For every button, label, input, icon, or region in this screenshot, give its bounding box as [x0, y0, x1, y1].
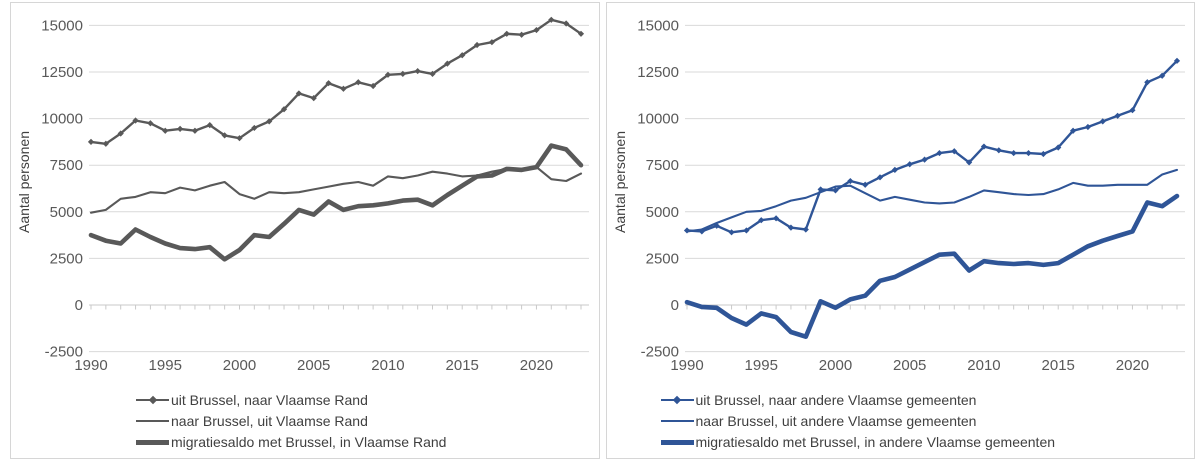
- legend-label: uit Brussel, naar Vlaamse Rand: [171, 392, 368, 408]
- x-axis: [89, 304, 589, 310]
- svg-text:5000: 5000: [645, 204, 678, 221]
- svg-text:1995: 1995: [744, 357, 777, 374]
- legend-item: uit Brussel, naar Vlaamse Rand: [136, 390, 446, 410]
- svg-text:10000: 10000: [637, 111, 679, 128]
- svg-text:7500: 7500: [50, 157, 83, 174]
- svg-text:10000: 10000: [41, 111, 83, 128]
- x-tick-labels: 1990 1995 2000 2005 2010 2015 2020: [74, 357, 553, 374]
- thick-line-swatch-icon: [136, 436, 169, 448]
- svg-text:1990: 1990: [670, 357, 703, 374]
- series-thick: [684, 193, 1179, 340]
- thick-line-swatch-icon: [660, 436, 694, 448]
- svg-text:2500: 2500: [50, 250, 83, 267]
- svg-text:2015: 2015: [446, 357, 479, 374]
- legend-item: naar Brussel, uit andere Vlaamse gemeent…: [660, 411, 1056, 431]
- svg-text:2020: 2020: [520, 357, 553, 374]
- svg-text:2020: 2020: [1115, 357, 1148, 374]
- x-axis: [684, 304, 1185, 310]
- legend-item: migratiesaldo met Brussel, in Vlaamse Ra…: [136, 432, 446, 452]
- svg-text:12500: 12500: [637, 64, 679, 81]
- y-tick-labels: -2500 0 2500 5000 7500 10000 12500 15000: [637, 17, 679, 360]
- legend-label: naar Brussel, uit Vlaamse Rand: [171, 413, 368, 429]
- thin-line-swatch-icon: [136, 415, 169, 427]
- legend-label: migratiesaldo met Brussel, in Vlaamse Ra…: [171, 434, 447, 450]
- svg-text:0: 0: [75, 297, 83, 314]
- line-marker-swatch-icon: [136, 394, 169, 406]
- svg-text:2015: 2015: [1041, 357, 1074, 374]
- svg-text:-2500: -2500: [45, 344, 83, 361]
- right-y-axis-title: Aantal personen: [611, 131, 628, 233]
- svg-text:2000: 2000: [818, 357, 851, 374]
- legend-label: uit Brussel, naar andere Vlaamse gemeent…: [695, 392, 977, 408]
- y-tick-labels: -2500 0 2500 5000 7500 10000 12500 15000: [41, 17, 83, 360]
- line-marker-swatch-icon: [660, 394, 694, 406]
- legend-item: naar Brussel, uit Vlaamse Rand: [136, 411, 446, 431]
- svg-text:2000: 2000: [223, 357, 256, 374]
- svg-text:15000: 15000: [637, 17, 679, 34]
- svg-text:7500: 7500: [645, 157, 678, 174]
- svg-text:-2500: -2500: [640, 344, 678, 361]
- thin-line-swatch-icon: [660, 415, 694, 427]
- series-thin: [685, 168, 1178, 233]
- series-marker: [683, 57, 1180, 236]
- right-chart-legend: uit Brussel, naar andere Vlaamse gemeent…: [660, 390, 1056, 452]
- x-tick-labels: 1990 1995 2000 2005 2010 2015 2020: [670, 357, 1149, 374]
- legend-item: migratiesaldo met Brussel, in andere Vla…: [660, 432, 1056, 452]
- left-chart-panel: -2500 0 2500 5000 7500 10000 12500 15000 1990 199…: [10, 2, 600, 459]
- svg-text:15000: 15000: [41, 17, 83, 34]
- svg-text:2500: 2500: [645, 250, 678, 267]
- svg-text:1995: 1995: [149, 357, 182, 374]
- svg-text:1990: 1990: [74, 357, 107, 374]
- series-thick: [88, 143, 584, 262]
- svg-text:12500: 12500: [41, 64, 83, 81]
- legend-label: naar Brussel, uit andere Vlaamse gemeent…: [695, 413, 977, 429]
- svg-text:2005: 2005: [893, 357, 926, 374]
- left-y-axis-title: Aantal personen: [16, 131, 32, 233]
- legend-label: migratiesaldo met Brussel, in andere Vla…: [695, 434, 1056, 450]
- legend-item: uit Brussel, naar andere Vlaamse gemeent…: [660, 390, 1056, 410]
- svg-text:2010: 2010: [967, 357, 1000, 374]
- gridlines: [89, 24, 589, 353]
- svg-text:2005: 2005: [297, 357, 330, 374]
- svg-text:2010: 2010: [371, 357, 404, 374]
- series-marker: [87, 16, 585, 147]
- right-chart-panel: -2500 0 2500 5000 7500 10000 12500 15000 1990 199…: [605, 2, 1195, 459]
- svg-text:5000: 5000: [50, 204, 83, 221]
- svg-text:0: 0: [670, 297, 678, 314]
- gridlines: [684, 24, 1185, 353]
- left-chart-legend: uit Brussel, naar Vlaamse Rand naar Brus…: [136, 390, 446, 452]
